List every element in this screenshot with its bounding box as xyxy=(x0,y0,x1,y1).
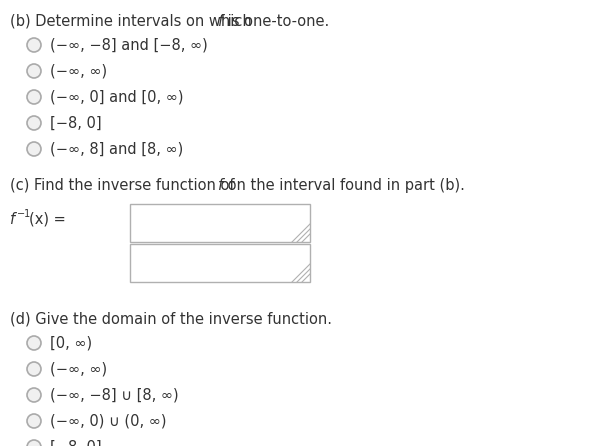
Circle shape xyxy=(27,336,41,350)
Text: [0, ∞): [0, ∞) xyxy=(50,336,92,351)
Text: on the interval found in part (b).: on the interval found in part (b). xyxy=(224,178,465,193)
Text: (−∞, ∞): (−∞, ∞) xyxy=(50,362,107,377)
Circle shape xyxy=(27,38,41,52)
Circle shape xyxy=(27,90,41,104)
Text: (−∞, −8] and [−8, ∞): (−∞, −8] and [−8, ∞) xyxy=(50,38,208,53)
Text: f: f xyxy=(218,178,223,193)
Text: −1: −1 xyxy=(17,209,31,219)
Circle shape xyxy=(27,64,41,78)
Text: (d) Give the domain of the inverse function.: (d) Give the domain of the inverse funct… xyxy=(10,312,332,327)
Text: (−∞, 8] and [8, ∞): (−∞, 8] and [8, ∞) xyxy=(50,142,183,157)
Text: (b) Determine intervals on which: (b) Determine intervals on which xyxy=(10,14,256,29)
Circle shape xyxy=(27,142,41,156)
Text: f: f xyxy=(218,14,223,29)
Text: (−∞, ∞): (−∞, ∞) xyxy=(50,64,107,79)
Text: (c) Find the inverse function of: (c) Find the inverse function of xyxy=(10,178,239,193)
Text: is one-to-one.: is one-to-one. xyxy=(224,14,329,29)
Circle shape xyxy=(27,388,41,402)
Text: (−∞, 0] and [0, ∞): (−∞, 0] and [0, ∞) xyxy=(50,90,183,105)
Text: [−8, 0]: [−8, 0] xyxy=(50,116,102,131)
Circle shape xyxy=(27,362,41,376)
FancyBboxPatch shape xyxy=(130,204,310,242)
FancyBboxPatch shape xyxy=(130,244,310,282)
Circle shape xyxy=(27,414,41,428)
Text: (x) =: (x) = xyxy=(29,212,66,227)
Circle shape xyxy=(27,116,41,130)
Text: f: f xyxy=(10,212,15,227)
Text: [−8, 0]: [−8, 0] xyxy=(50,440,102,446)
Text: (−∞, −8] ∪ [8, ∞): (−∞, −8] ∪ [8, ∞) xyxy=(50,388,178,403)
Circle shape xyxy=(27,440,41,446)
Text: (−∞, 0) ∪ (0, ∞): (−∞, 0) ∪ (0, ∞) xyxy=(50,414,166,429)
